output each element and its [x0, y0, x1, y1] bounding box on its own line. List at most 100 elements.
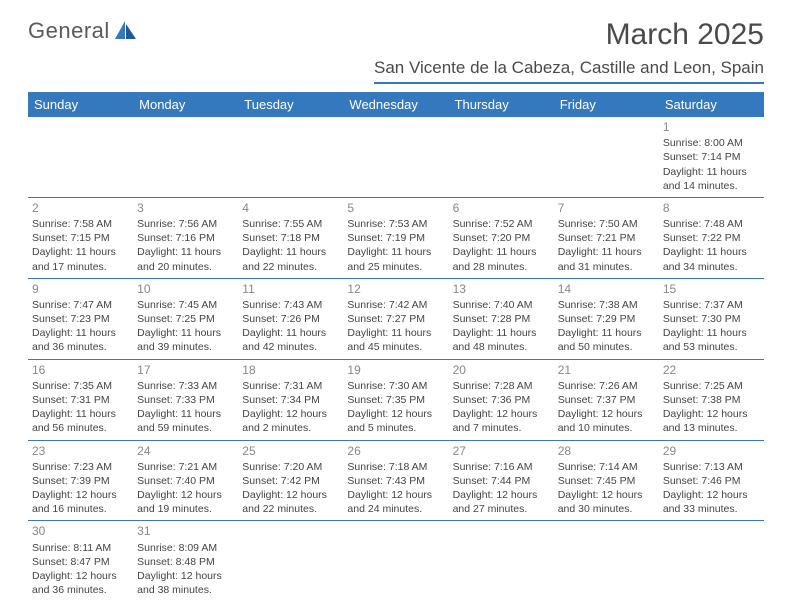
calendar-day-cell: [449, 521, 554, 601]
sunset-text: Sunset: 7:16 PM: [137, 231, 234, 245]
calendar-day-cell: 3Sunrise: 7:56 AMSunset: 7:16 PMDaylight…: [133, 197, 238, 278]
sunset-text: Sunset: 7:31 PM: [32, 393, 129, 407]
calendar-day-cell: [238, 521, 343, 601]
day-number: 6: [453, 200, 550, 216]
sunset-text: Sunset: 7:34 PM: [242, 393, 339, 407]
daylight-text: Daylight: 12 hours and 13 minutes.: [663, 407, 760, 435]
calendar-week-row: 23Sunrise: 7:23 AMSunset: 7:39 PMDayligh…: [28, 440, 764, 521]
daylight-text: Daylight: 11 hours and 45 minutes.: [347, 326, 444, 354]
sunset-text: Sunset: 7:18 PM: [242, 231, 339, 245]
sunrise-text: Sunrise: 7:50 AM: [558, 217, 655, 231]
sunset-text: Sunset: 7:36 PM: [453, 393, 550, 407]
day-number: 11: [242, 281, 339, 297]
daylight-text: Daylight: 11 hours and 42 minutes.: [242, 326, 339, 354]
day-number: 27: [453, 443, 550, 459]
day-number: 8: [663, 200, 760, 216]
daylight-text: Daylight: 12 hours and 19 minutes.: [137, 488, 234, 516]
daylight-text: Daylight: 12 hours and 24 minutes.: [347, 488, 444, 516]
sunrise-text: Sunrise: 7:16 AM: [453, 460, 550, 474]
calendar-day-cell: 27Sunrise: 7:16 AMSunset: 7:44 PMDayligh…: [449, 440, 554, 521]
sunset-text: Sunset: 7:37 PM: [558, 393, 655, 407]
calendar-week-row: 16Sunrise: 7:35 AMSunset: 7:31 PMDayligh…: [28, 359, 764, 440]
day-number: 29: [663, 443, 760, 459]
calendar-day-cell: 17Sunrise: 7:33 AMSunset: 7:33 PMDayligh…: [133, 359, 238, 440]
day-number: 20: [453, 362, 550, 378]
day-number: 5: [347, 200, 444, 216]
calendar-day-cell: 25Sunrise: 7:20 AMSunset: 7:42 PMDayligh…: [238, 440, 343, 521]
day-number: 10: [137, 281, 234, 297]
daylight-text: Daylight: 11 hours and 50 minutes.: [558, 326, 655, 354]
daylight-text: Daylight: 11 hours and 39 minutes.: [137, 326, 234, 354]
calendar-day-cell: [133, 117, 238, 197]
month-title: March 2025: [374, 18, 764, 52]
sunrise-text: Sunrise: 7:55 AM: [242, 217, 339, 231]
calendar-day-cell: 19Sunrise: 7:30 AMSunset: 7:35 PMDayligh…: [343, 359, 448, 440]
calendar-day-cell: 11Sunrise: 7:43 AMSunset: 7:26 PMDayligh…: [238, 278, 343, 359]
sunrise-text: Sunrise: 7:58 AM: [32, 217, 129, 231]
sunrise-text: Sunrise: 7:37 AM: [663, 298, 760, 312]
weekday-header: Wednesday: [343, 92, 448, 117]
calendar-day-cell: 8Sunrise: 7:48 AMSunset: 7:22 PMDaylight…: [659, 197, 764, 278]
calendar-day-cell: [343, 117, 448, 197]
day-number: 28: [558, 443, 655, 459]
daylight-text: Daylight: 12 hours and 36 minutes.: [32, 569, 129, 597]
daylight-text: Daylight: 11 hours and 56 minutes.: [32, 407, 129, 435]
sunset-text: Sunset: 8:48 PM: [137, 555, 234, 569]
sunset-text: Sunset: 7:30 PM: [663, 312, 760, 326]
sunset-text: Sunset: 7:14 PM: [663, 150, 760, 164]
day-number: 12: [347, 281, 444, 297]
daylight-text: Daylight: 12 hours and 16 minutes.: [32, 488, 129, 516]
daylight-text: Daylight: 12 hours and 7 minutes.: [453, 407, 550, 435]
daylight-text: Daylight: 12 hours and 33 minutes.: [663, 488, 760, 516]
sunset-text: Sunset: 7:44 PM: [453, 474, 550, 488]
sunrise-text: Sunrise: 7:23 AM: [32, 460, 129, 474]
sunrise-text: Sunrise: 7:25 AM: [663, 379, 760, 393]
daylight-text: Daylight: 12 hours and 38 minutes.: [137, 569, 234, 597]
sunset-text: Sunset: 7:38 PM: [663, 393, 760, 407]
sunrise-text: Sunrise: 7:48 AM: [663, 217, 760, 231]
brand-logo: General: [28, 18, 138, 44]
daylight-text: Daylight: 11 hours and 53 minutes.: [663, 326, 760, 354]
sunrise-text: Sunrise: 7:21 AM: [137, 460, 234, 474]
day-number: 24: [137, 443, 234, 459]
calendar-week-row: 2Sunrise: 7:58 AMSunset: 7:15 PMDaylight…: [28, 197, 764, 278]
sunrise-text: Sunrise: 7:43 AM: [242, 298, 339, 312]
sunset-text: Sunset: 7:23 PM: [32, 312, 129, 326]
calendar-day-cell: [449, 117, 554, 197]
sunrise-text: Sunrise: 7:40 AM: [453, 298, 550, 312]
weekday-header: Tuesday: [238, 92, 343, 117]
calendar-day-cell: 31Sunrise: 8:09 AMSunset: 8:48 PMDayligh…: [133, 521, 238, 601]
calendar-day-cell: [238, 117, 343, 197]
sunset-text: Sunset: 7:27 PM: [347, 312, 444, 326]
daylight-text: Daylight: 12 hours and 2 minutes.: [242, 407, 339, 435]
day-number: 17: [137, 362, 234, 378]
daylight-text: Daylight: 12 hours and 10 minutes.: [558, 407, 655, 435]
brand-name-part1: General: [28, 18, 110, 44]
sunrise-text: Sunrise: 8:09 AM: [137, 541, 234, 555]
sunrise-text: Sunrise: 7:47 AM: [32, 298, 129, 312]
calendar-day-cell: 16Sunrise: 7:35 AMSunset: 7:31 PMDayligh…: [28, 359, 133, 440]
daylight-text: Daylight: 12 hours and 27 minutes.: [453, 488, 550, 516]
weekday-header: Monday: [133, 92, 238, 117]
calendar-day-cell: [554, 521, 659, 601]
sunset-text: Sunset: 7:46 PM: [663, 474, 760, 488]
daylight-text: Daylight: 11 hours and 22 minutes.: [242, 245, 339, 273]
day-number: 19: [347, 362, 444, 378]
sunrise-text: Sunrise: 7:38 AM: [558, 298, 655, 312]
calendar-day-cell: 22Sunrise: 7:25 AMSunset: 7:38 PMDayligh…: [659, 359, 764, 440]
daylight-text: Daylight: 12 hours and 5 minutes.: [347, 407, 444, 435]
day-number: 25: [242, 443, 339, 459]
day-number: 15: [663, 281, 760, 297]
sunset-text: Sunset: 7:22 PM: [663, 231, 760, 245]
sunset-text: Sunset: 7:29 PM: [558, 312, 655, 326]
calendar-day-cell: 26Sunrise: 7:18 AMSunset: 7:43 PMDayligh…: [343, 440, 448, 521]
day-number: 18: [242, 362, 339, 378]
weekday-header: Saturday: [659, 92, 764, 117]
calendar-body: 1Sunrise: 8:00 AMSunset: 7:14 PMDaylight…: [28, 117, 764, 601]
header: General March 2025 San Vicente de la Cab…: [28, 18, 764, 84]
calendar-day-cell: 13Sunrise: 7:40 AMSunset: 7:28 PMDayligh…: [449, 278, 554, 359]
daylight-text: Daylight: 11 hours and 59 minutes.: [137, 407, 234, 435]
sunset-text: Sunset: 7:19 PM: [347, 231, 444, 245]
calendar-day-cell: 2Sunrise: 7:58 AMSunset: 7:15 PMDaylight…: [28, 197, 133, 278]
calendar-day-cell: [554, 117, 659, 197]
